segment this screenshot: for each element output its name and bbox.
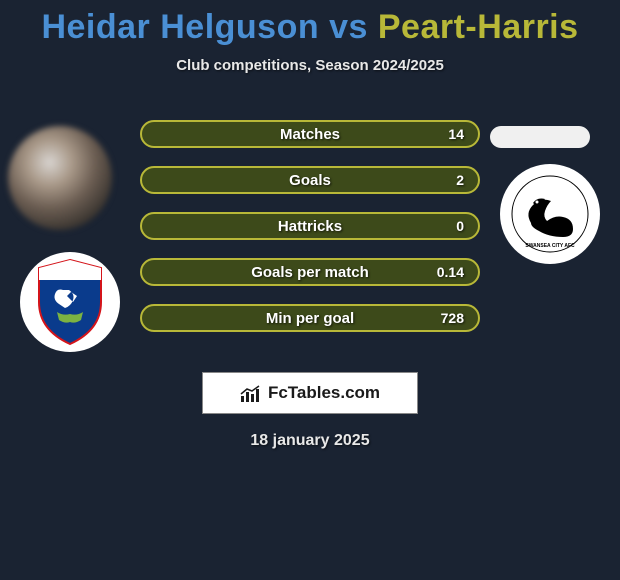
stat-bar: Hattricks 0 (140, 212, 480, 240)
date-text: 18 january 2025 (0, 432, 620, 450)
stat-label: Hattricks (278, 218, 342, 235)
stat-bar: Goals 2 (140, 166, 480, 194)
vs-text: vs (329, 8, 368, 46)
stat-label: Min per goal (266, 310, 354, 327)
player2-avatar (490, 126, 590, 148)
stat-value: 0.14 (437, 264, 464, 280)
stat-label: Goals (289, 172, 331, 189)
player1-avatar (8, 126, 112, 230)
stat-value: 14 (448, 126, 464, 142)
cardiff-badge-icon (33, 258, 107, 346)
stat-label: Goals per match (251, 264, 369, 281)
player1-name: Heidar Helguson (41, 8, 319, 46)
stat-bar: Matches 14 (140, 120, 480, 148)
stat-bar: Min per goal 728 (140, 304, 480, 332)
comparison-area: SWANSEA CITY AFC Matches 14 Goals 2 Hattrick… (0, 104, 620, 364)
stat-bar: Goals per match 0.14 (140, 258, 480, 286)
player1-club-badge (20, 252, 120, 352)
page-title: Heidar Helguson vs Peart-Harris (0, 0, 620, 47)
swansea-badge-icon: SWANSEA CITY AFC (511, 175, 589, 253)
stats-container: Matches 14 Goals 2 Hattricks 0 Goals per match… (140, 120, 480, 350)
stat-value: 2 (456, 172, 464, 188)
stat-label: Matches (280, 126, 340, 143)
subtitle: Club competitions, Season 2024/2025 (0, 57, 620, 74)
player2-club-badge: SWANSEA CITY AFC (500, 164, 600, 264)
svg-text:SWANSEA CITY AFC: SWANSEA CITY AFC (525, 243, 575, 249)
player2-name: Peart-Harris (378, 8, 579, 46)
logo-text: FcTables.com (268, 383, 380, 403)
stat-value: 0 (456, 218, 464, 234)
stat-value: 728 (441, 310, 464, 326)
fctables-logo[interactable]: FcTables.com (202, 372, 418, 414)
chart-icon (240, 384, 262, 402)
